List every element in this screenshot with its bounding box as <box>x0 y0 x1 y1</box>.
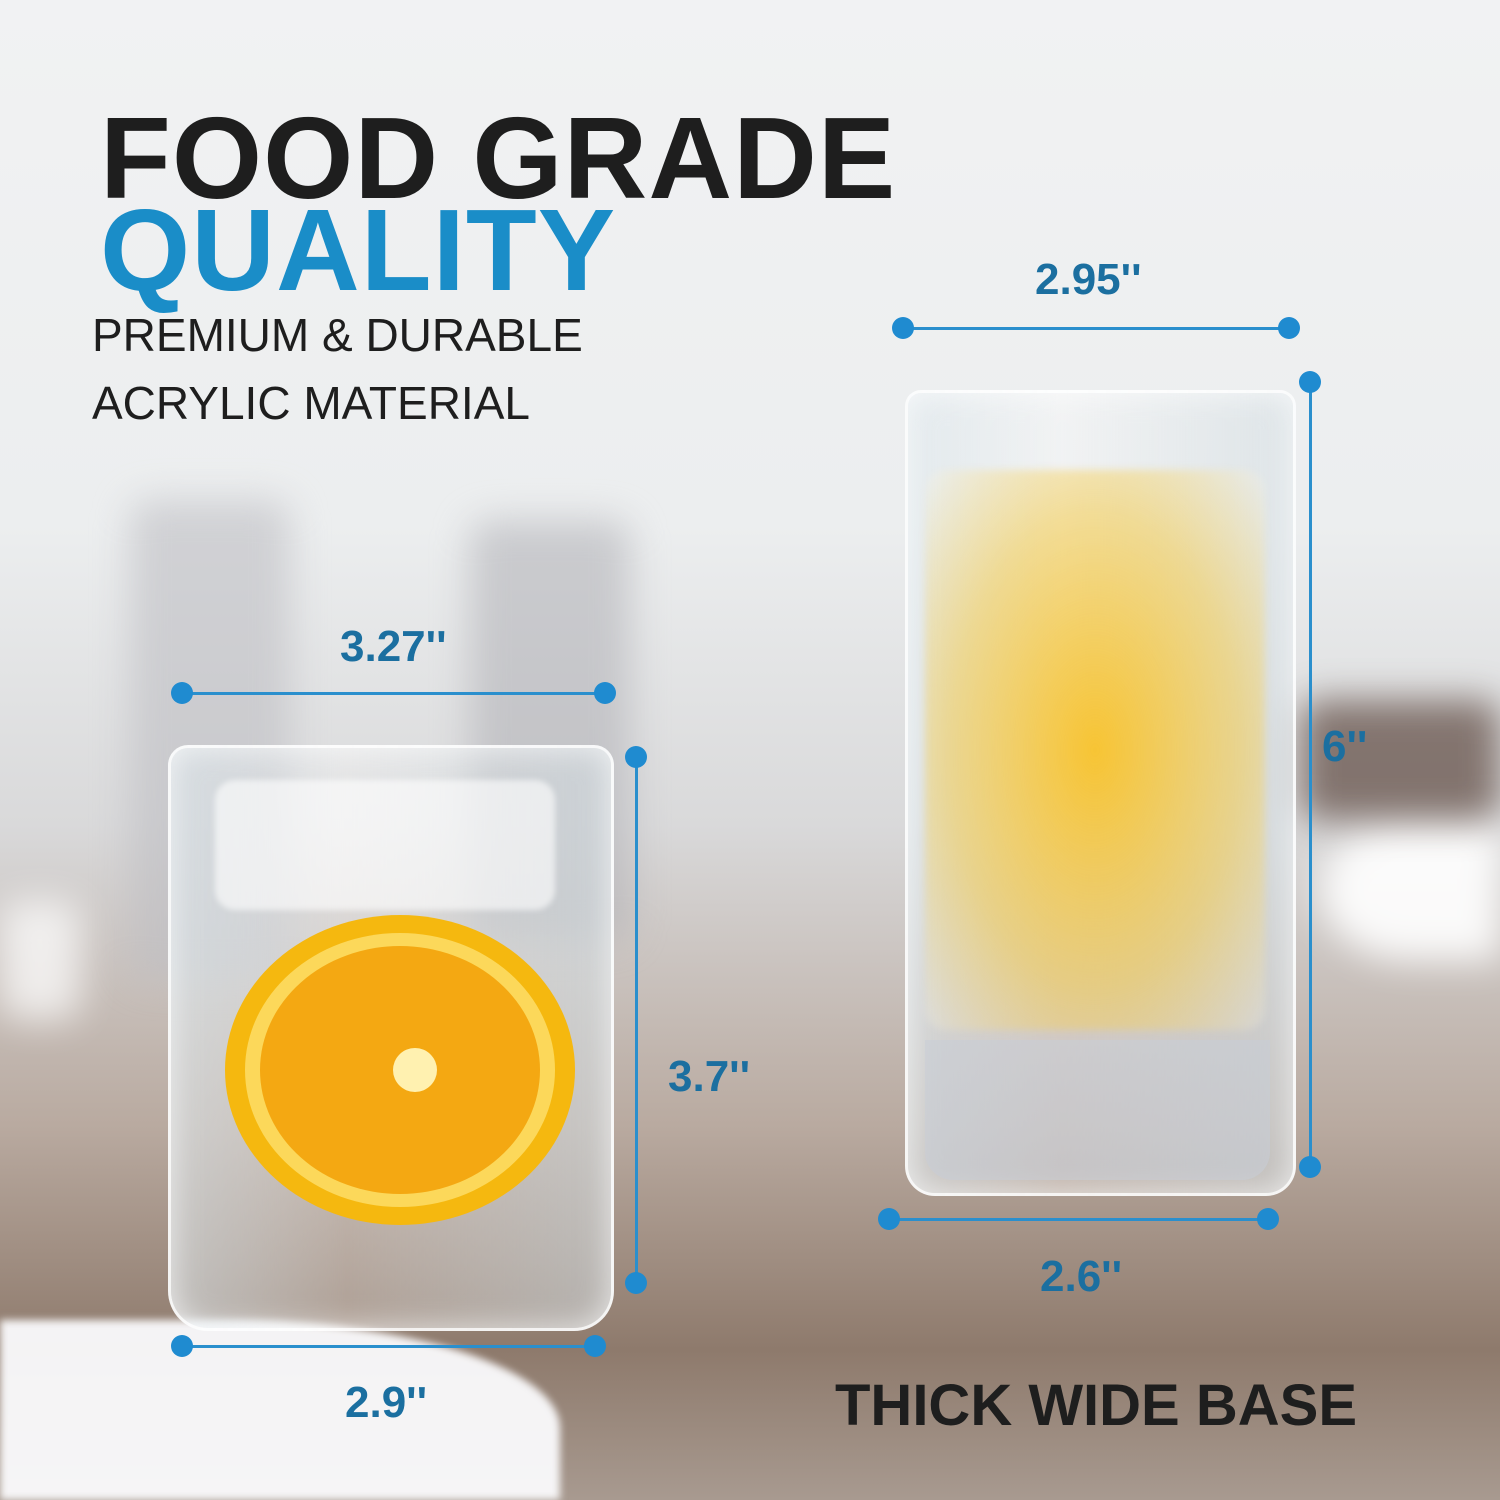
dimension-dot <box>1257 1208 1279 1230</box>
background-plate-blur <box>1320 820 1500 960</box>
lemon-drink <box>925 470 1265 1030</box>
subtitle-line2: ACRYLIC MATERIAL <box>92 377 530 429</box>
lemon-slice <box>225 915 575 1225</box>
dimension-dot <box>1299 371 1321 393</box>
tall-top-width-label: 2.95'' <box>1035 255 1142 304</box>
short-top-width-label: 3.27'' <box>340 622 447 671</box>
caption: THICK WIDE BASE <box>835 1373 1357 1438</box>
dimension-dot <box>625 1272 647 1294</box>
tall-height-line <box>1309 382 1312 1167</box>
dimension-dot <box>584 1335 606 1357</box>
background-dark-blur <box>1300 700 1500 820</box>
short-height-line <box>635 757 638 1283</box>
dimension-dot <box>1278 317 1300 339</box>
dimension-dot <box>1299 1156 1321 1178</box>
dimension-dot <box>878 1208 900 1230</box>
dimension-dot <box>594 682 616 704</box>
short-height-label: 3.7'' <box>668 1052 751 1101</box>
dimension-dot <box>892 317 914 339</box>
short-base-width-label: 2.9'' <box>345 1378 428 1427</box>
short-base-width-line <box>182 1345 595 1348</box>
tall-base-width-label: 2.6'' <box>1040 1252 1123 1301</box>
background-glass-blur <box>0 900 80 1020</box>
dimension-dot <box>625 746 647 768</box>
headline-line2: QUALITY <box>100 185 617 315</box>
subtitle-line1: PREMIUM & DURABLE <box>92 309 583 361</box>
headline-line1: FOOD GRADE <box>100 93 897 223</box>
tall-height-label: 6'' <box>1322 722 1368 771</box>
tall-top-width-line <box>903 327 1289 330</box>
dimension-dot <box>171 1335 193 1357</box>
ice-cubes <box>215 780 555 910</box>
glass-base <box>925 1040 1270 1180</box>
dimension-dot <box>171 682 193 704</box>
short-top-width-line <box>182 692 605 695</box>
tall-base-width-line <box>889 1218 1268 1221</box>
